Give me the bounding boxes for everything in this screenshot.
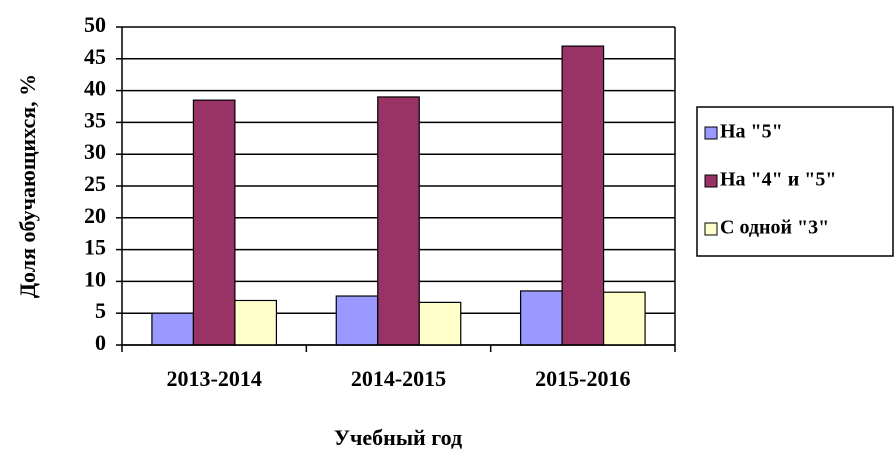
y-tick-label: 45 xyxy=(84,44,106,69)
y-tick-label: 0 xyxy=(95,330,106,355)
y-tick-label: 15 xyxy=(84,235,106,260)
y-tick-label: 25 xyxy=(84,171,106,196)
bar xyxy=(561,45,605,346)
x-tick-label: 2013-2014 xyxy=(167,366,262,391)
bar xyxy=(519,290,563,346)
bar xyxy=(602,291,646,346)
legend-label: На "4" и "5" xyxy=(720,169,837,191)
bar xyxy=(234,299,278,346)
legend-swatch xyxy=(704,174,718,188)
y-tick-label: 20 xyxy=(84,203,106,228)
bar xyxy=(151,312,195,346)
y-tick-label: 50 xyxy=(84,12,106,37)
y-tick-label: 35 xyxy=(84,107,106,132)
bar xyxy=(418,301,462,346)
x-tick-label: 2014-2015 xyxy=(351,366,446,391)
y-axis-label: Доля обучающихся, % xyxy=(15,74,40,298)
y-tick-label: 5 xyxy=(95,298,106,323)
bar xyxy=(335,295,379,346)
legend-label: На "5" xyxy=(720,121,783,143)
y-tick-label: 30 xyxy=(84,139,106,164)
x-tick-label: 2015-2016 xyxy=(535,366,630,391)
y-tick-label: 40 xyxy=(84,76,106,101)
x-axis-label: Учебный год xyxy=(334,425,462,450)
legend-label: С одной "3" xyxy=(720,217,829,239)
bar xyxy=(377,96,420,346)
legend-swatch xyxy=(704,222,718,236)
legend-swatch xyxy=(704,126,718,140)
legend-box xyxy=(696,106,894,257)
y-tick-label: 10 xyxy=(84,266,106,291)
bar xyxy=(192,99,236,346)
